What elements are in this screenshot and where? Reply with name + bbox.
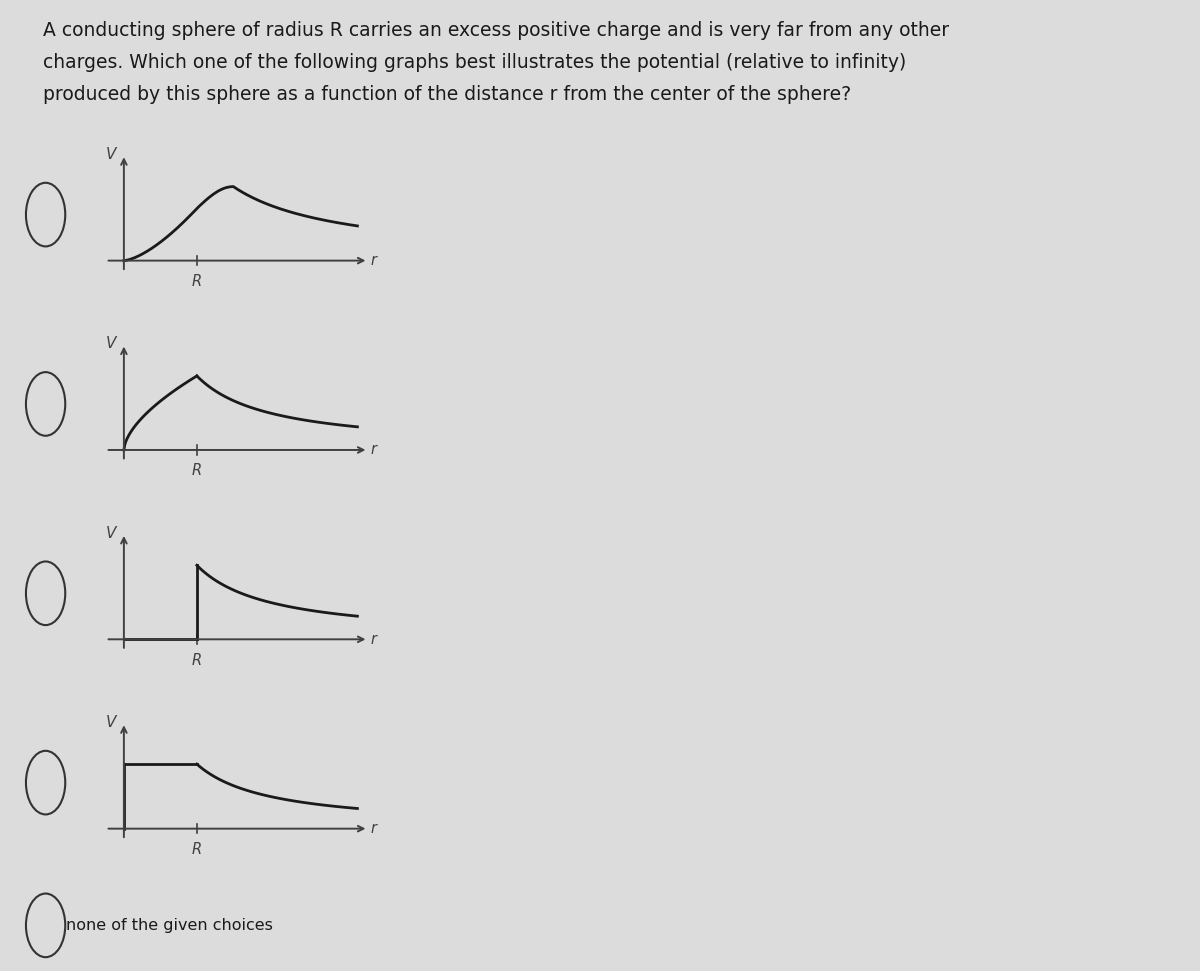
Text: A conducting sphere of radius R carries an excess positive charge and is very fa: A conducting sphere of radius R carries … <box>43 21 949 41</box>
Text: R: R <box>192 274 202 289</box>
Text: none of the given choices: none of the given choices <box>66 918 272 933</box>
Text: R: R <box>192 842 202 857</box>
Text: r: r <box>371 443 377 457</box>
Text: V: V <box>106 147 116 162</box>
Text: R: R <box>192 463 202 479</box>
Text: r: r <box>371 632 377 647</box>
Text: r: r <box>371 821 377 836</box>
Text: V: V <box>106 336 116 352</box>
Text: produced by this sphere as a function of the distance r from the center of the s: produced by this sphere as a function of… <box>43 85 851 105</box>
Text: V: V <box>106 525 116 541</box>
Text: charges. Which one of the following graphs best illustrates the potential (relat: charges. Which one of the following grap… <box>43 53 906 73</box>
Text: R: R <box>192 653 202 668</box>
Text: V: V <box>106 715 116 730</box>
Text: r: r <box>371 253 377 268</box>
